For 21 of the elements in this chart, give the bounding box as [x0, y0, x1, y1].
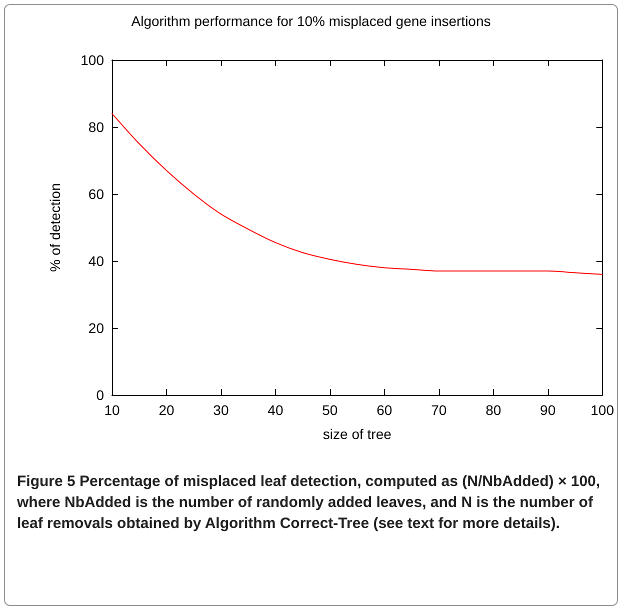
y-tick-label: 40	[88, 253, 104, 269]
line-series	[112, 113, 603, 275]
y-tick-label: 20	[88, 320, 104, 336]
y-tick-label: 0	[96, 387, 104, 403]
chart-title: Algorithm performance for 10% misplaced gene insertions	[131, 13, 491, 29]
y-tick-label: 100	[80, 52, 104, 68]
y-tick-label: 60	[88, 186, 104, 202]
x-tick-label: 100	[590, 402, 614, 418]
x-tick-label: 90	[540, 402, 556, 418]
x-tick-label: 20	[158, 402, 174, 418]
x-tick-label: 10	[104, 402, 120, 418]
x-tick-label: 30	[213, 402, 229, 418]
x-tick-label: 50	[322, 402, 338, 418]
x-tick-label: 40	[268, 402, 284, 418]
y-tick-label: 80	[88, 119, 104, 135]
x-tick-label: 80	[486, 402, 502, 418]
x-axis-title: size of tree	[322, 426, 392, 442]
x-tick-label: 70	[431, 402, 447, 418]
caption: Figure 5 Percentage of misplaced leaf detection, computed as (N/NbAdded) × 100, where NbAdded is the number of randomly added leaves, and N is the number of leaf removals obtained by Algorithm Correct-Tree (see text for more details).	[17, 472, 602, 534]
x-tick-label: 60	[376, 402, 392, 418]
y-axis-title: % of detection	[47, 183, 63, 272]
